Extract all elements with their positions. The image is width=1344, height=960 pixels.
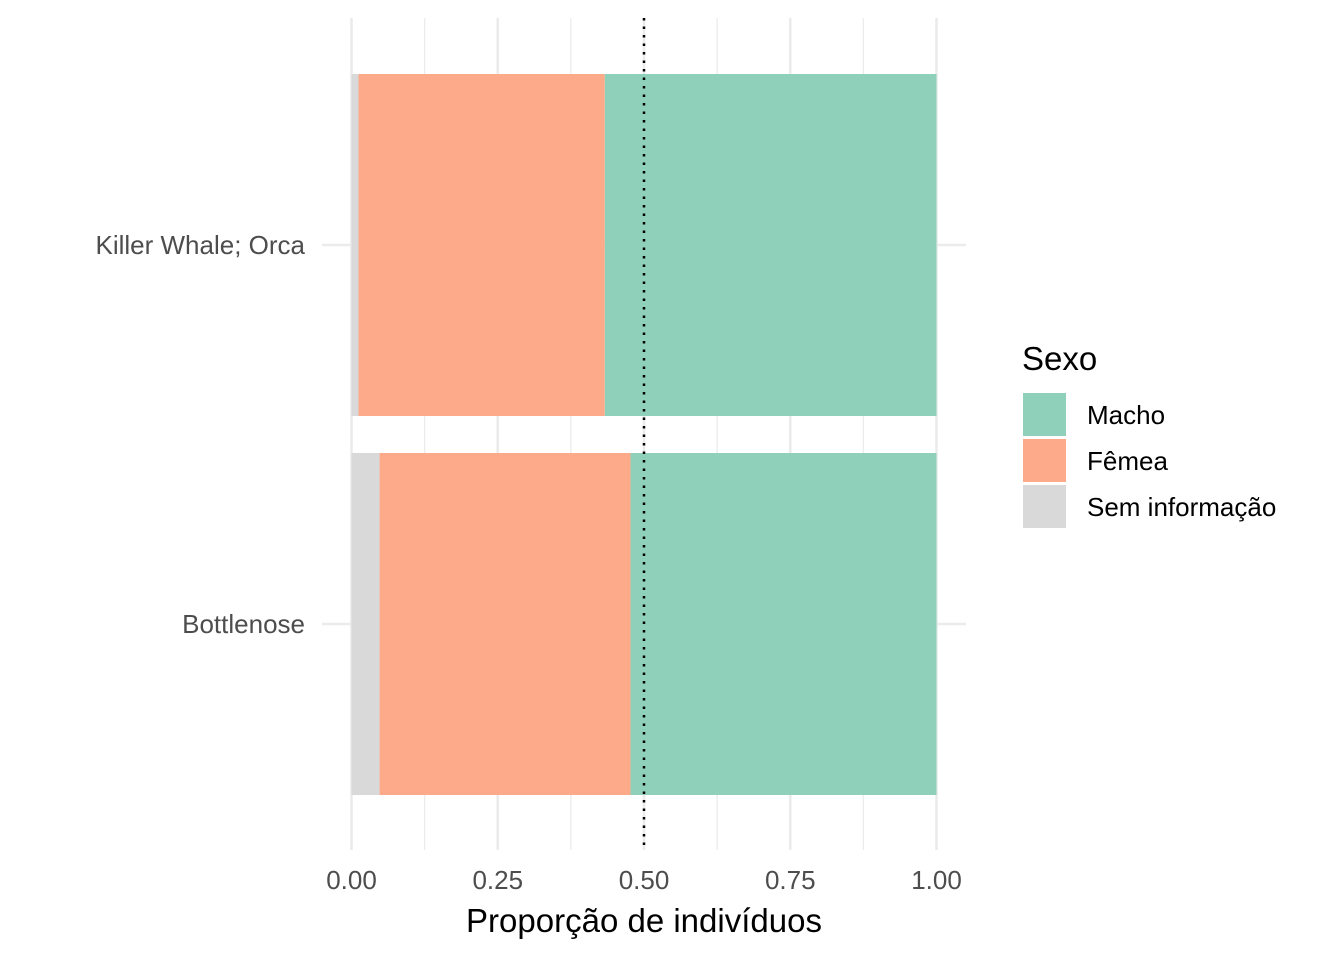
legend-title: Sexo	[1022, 340, 1097, 377]
bar-femea	[379, 453, 631, 795]
legend-label: Sem informação	[1087, 492, 1276, 522]
legend: Sexo Macho Fêmea Sem informação	[1022, 340, 1276, 528]
legend-swatch	[1023, 485, 1066, 528]
legend-swatch	[1023, 439, 1066, 482]
x-axis-title: Proporção de indivíduos	[466, 902, 822, 939]
bars	[351, 74, 937, 795]
bar-sem-informacao	[351, 74, 359, 416]
bar-sem-informacao	[351, 453, 380, 795]
x-tick-label: 1.00	[911, 865, 962, 895]
x-tick-label: 0.00	[326, 865, 377, 895]
bar-macho	[630, 453, 937, 795]
legend-swatch	[1023, 393, 1066, 436]
y-tick-label: Bottlenose	[182, 609, 305, 639]
x-tick-label: 0.50	[619, 865, 670, 895]
legend-label: Macho	[1087, 400, 1165, 430]
axes: Proporção de indivíduos 0.00 0.25 0.50 0.75…	[96, 230, 962, 939]
legend-label: Fêmea	[1087, 446, 1168, 476]
x-tick-label: 0.75	[765, 865, 816, 895]
bar-macho	[604, 74, 937, 416]
bar-femea	[358, 74, 605, 416]
x-tick-label: 0.25	[472, 865, 523, 895]
y-tick-label: Killer Whale; Orca	[96, 230, 306, 260]
